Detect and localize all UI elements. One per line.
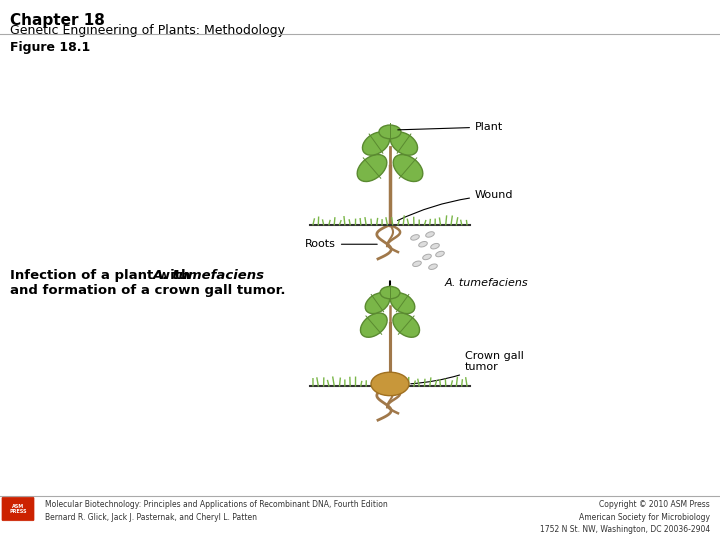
- Ellipse shape: [419, 241, 427, 247]
- Text: Plant: Plant: [397, 122, 503, 132]
- Ellipse shape: [436, 251, 444, 256]
- Text: Infection of a plant with: Infection of a plant with: [10, 269, 195, 282]
- Ellipse shape: [357, 154, 387, 181]
- Text: Crown gall
tumor: Crown gall tumor: [411, 350, 524, 384]
- Ellipse shape: [390, 293, 415, 314]
- Text: and formation of a crown gall tumor.: and formation of a crown gall tumor.: [10, 284, 286, 298]
- FancyBboxPatch shape: [2, 497, 34, 521]
- Ellipse shape: [428, 264, 437, 269]
- Ellipse shape: [413, 261, 421, 267]
- Ellipse shape: [365, 293, 390, 314]
- Ellipse shape: [361, 313, 387, 338]
- Ellipse shape: [426, 232, 434, 237]
- Text: Copyright © 2010 ASM Press
American Society for Microbiology
1752 N St. NW, Wash: Copyright © 2010 ASM Press American Soci…: [540, 500, 710, 534]
- Ellipse shape: [379, 125, 401, 139]
- Text: ASM
PRESS: ASM PRESS: [9, 504, 27, 515]
- Text: Chapter 18: Chapter 18: [10, 13, 105, 28]
- Text: Genetic Engineering of Plants: Methodology: Genetic Engineering of Plants: Methodolo…: [10, 24, 285, 37]
- Text: Wound: Wound: [397, 191, 513, 220]
- Text: A. tumefaciens: A. tumefaciens: [153, 269, 265, 282]
- Ellipse shape: [423, 254, 431, 260]
- Text: Molecular Biotechnology: Principles and Applications of Recombinant DNA, Fourth : Molecular Biotechnology: Principles and …: [45, 500, 388, 522]
- Ellipse shape: [380, 286, 400, 299]
- Ellipse shape: [393, 313, 420, 338]
- Ellipse shape: [393, 154, 423, 181]
- Ellipse shape: [362, 132, 390, 155]
- Ellipse shape: [431, 244, 439, 249]
- Ellipse shape: [371, 372, 409, 396]
- Text: Figure 18.1: Figure 18.1: [10, 41, 90, 54]
- Text: A. tumefaciens: A. tumefaciens: [445, 279, 528, 288]
- Ellipse shape: [390, 132, 418, 155]
- Text: Roots: Roots: [305, 239, 377, 249]
- Ellipse shape: [410, 235, 419, 240]
